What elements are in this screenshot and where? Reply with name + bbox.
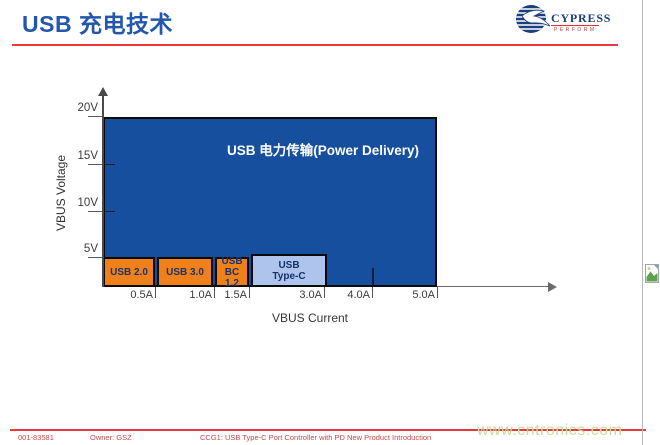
y-tick-line-20v: [88, 116, 104, 117]
broken-image-icon: [645, 264, 659, 283]
x-tick-bar-15a: [249, 287, 250, 298]
y-axis: [102, 95, 104, 287]
footer-doc-number: 001-83581: [18, 433, 54, 442]
y-tick-stub-15v: [104, 164, 115, 165]
cypress-logo-icon: [514, 4, 552, 34]
y-tick-10v: 10V: [77, 197, 98, 209]
region-usb-typec: USB Type-C: [251, 254, 327, 287]
x-tick-bar-10a: [214, 287, 215, 298]
footer-owner: Owner: GSZ: [90, 433, 132, 442]
y-tick-line-15v: [88, 164, 104, 165]
x-axis-arrow-icon: [548, 282, 557, 292]
region-power-delivery-label: USB 电力传输(Power Delivery): [226, 143, 420, 158]
y-axis-arrow-icon: [98, 87, 108, 96]
region-usb-typec-label-line2: Type-C: [272, 270, 306, 282]
page-right-border: [642, 0, 643, 445]
region-usb-typec-label-line1: USB: [278, 259, 300, 271]
footer-deck-title: CCG1: USB Type-C Port Controller with PD…: [200, 433, 432, 442]
region-usb20-label: USB 2.0: [110, 266, 148, 278]
y-tick-line-10v: [88, 211, 104, 212]
cypress-logo-underline: [551, 25, 599, 26]
y-tick-5v: 5V: [83, 243, 98, 255]
region-usb20: USB 2.0: [103, 257, 155, 287]
inner-tick-4a: [372, 268, 374, 287]
x-tick-40a: 4.0A: [347, 289, 370, 301]
x-tick-bar-50a: [437, 287, 438, 298]
x-tick-bar-05a: [155, 287, 156, 298]
x-axis-title: VBUS Current: [271, 311, 349, 325]
watermark-link: www.cntronics.com: [477, 422, 623, 439]
y-tick-15v: 15V: [77, 150, 98, 162]
x-tick-15a: 1.5A: [224, 289, 247, 301]
x-tick-bar-30a: [324, 287, 325, 298]
cypress-logo-tagline: PERFORM: [554, 27, 597, 33]
region-usb30-label: USB 3.0: [166, 266, 204, 278]
y-tick-stub-10v: [104, 211, 115, 212]
x-tick-05a: 0.5A: [130, 289, 153, 301]
cypress-logo-wordmark: CYPRESS: [551, 11, 612, 25]
y-tick-line-5v: [88, 257, 104, 258]
x-tick-bar-40a: [372, 287, 373, 298]
region-usb-bc12-label-line1: USB: [221, 255, 243, 267]
region-usb-bc12-label-line2: BC 1.2: [224, 266, 240, 289]
x-tick-30a: 3.0A: [299, 289, 322, 301]
header-divider: [12, 44, 618, 46]
x-axis: [437, 286, 549, 287]
x-tick-10a: 1.0A: [189, 289, 212, 301]
page-title: USB 充电技术: [22, 11, 173, 37]
region-usb30: USB 3.0: [157, 257, 213, 287]
footer-divider: [10, 429, 646, 431]
x-tick-50a: 5.0A: [412, 289, 435, 301]
region-usb-bc12: USB BC 1.2: [215, 255, 249, 289]
y-axis-title: VBUS Voltage: [54, 154, 68, 232]
y-tick-20v: 20V: [77, 102, 98, 114]
